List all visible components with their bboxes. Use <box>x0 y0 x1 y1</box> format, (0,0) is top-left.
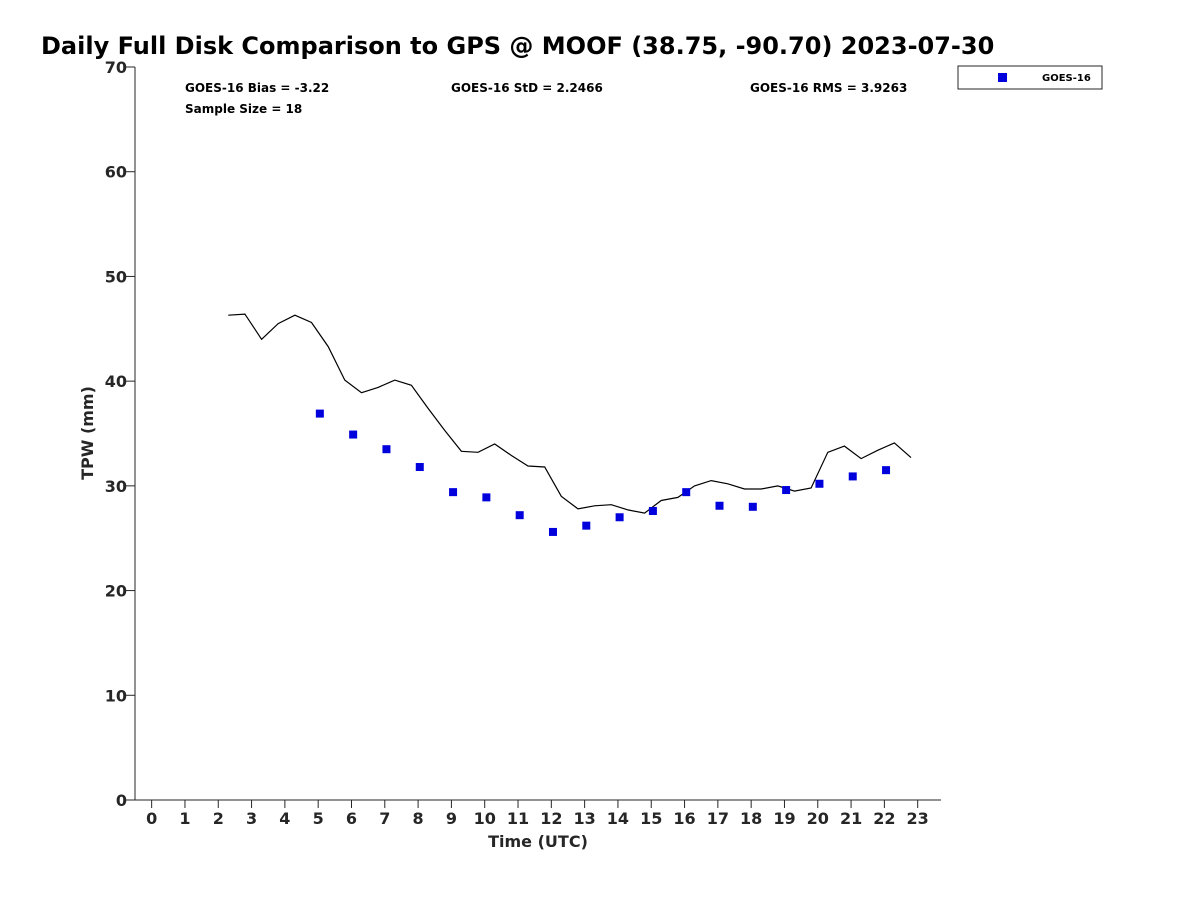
goes16-point <box>349 430 358 439</box>
goes16-point <box>848 472 857 481</box>
goes16-point <box>582 521 591 530</box>
y-tick-label: 70 <box>105 58 127 77</box>
goes16-point <box>449 488 458 497</box>
bias-stat: GOES-16 Bias = -3.22 <box>185 81 329 95</box>
x-tick-label: 23 <box>907 809 929 828</box>
x-tick-label: 15 <box>640 809 662 828</box>
x-tick-label: 16 <box>673 809 695 828</box>
y-axis-ticks: 0 10 20 30 40 50 60 70 <box>105 58 135 810</box>
goes16-point <box>748 502 757 511</box>
x-tick-label: 4 <box>279 809 290 828</box>
x-tick-label: 8 <box>413 809 424 828</box>
x-axis-ticks: 0 1 2 3 4 5 6 7 8 9 10 11 12 13 14 15 16 17 18 19 20 21 22 23 <box>146 800 929 828</box>
y-axis-label: TPW (mm) <box>78 386 97 480</box>
goes16-points-layer <box>315 409 891 536</box>
x-tick-label: 9 <box>446 809 457 828</box>
y-tick-label: 50 <box>105 267 127 286</box>
goes16-point <box>315 409 324 418</box>
goes16-point <box>615 513 624 522</box>
sample-size-stat: Sample Size = 18 <box>185 102 302 116</box>
x-tick-label: 6 <box>346 809 357 828</box>
x-tick-label: 12 <box>540 809 562 828</box>
legend: GOES-16 <box>957 65 1103 90</box>
goes16-point <box>515 511 524 520</box>
x-tick-label: 22 <box>873 809 895 828</box>
x-tick-label: 10 <box>474 809 496 828</box>
rms-stat: GOES-16 RMS = 3.9263 <box>750 81 907 95</box>
x-tick-label: 17 <box>707 809 729 828</box>
y-tick-label: 0 <box>116 791 127 810</box>
goes16-point <box>382 445 391 454</box>
x-tick-label: 11 <box>507 809 529 828</box>
x-tick-label: 7 <box>379 809 390 828</box>
x-tick-label: 19 <box>773 809 795 828</box>
x-tick-label: 14 <box>607 809 629 828</box>
std-stat: GOES-16 StD = 2.2466 <box>451 81 603 95</box>
x-tick-label: 5 <box>313 809 324 828</box>
y-tick-label: 40 <box>105 372 127 391</box>
legend-goes16-marker <box>998 73 1007 82</box>
axes <box>134 67 941 801</box>
goes16-point <box>782 486 791 495</box>
goes16-point <box>548 527 557 536</box>
x-tick-label: 20 <box>807 809 829 828</box>
goes16-point <box>415 463 424 472</box>
goes16-point <box>815 479 824 488</box>
gps-tpw-line <box>228 313 912 514</box>
x-tick-label: 18 <box>740 809 762 828</box>
y-tick-label: 10 <box>105 686 127 705</box>
x-tick-label: 21 <box>840 809 862 828</box>
y-tick-label: 60 <box>105 163 127 182</box>
x-tick-label: 0 <box>146 809 157 828</box>
y-tick-label: 20 <box>105 582 127 601</box>
goes16-point <box>882 466 891 475</box>
x-tick-label: 13 <box>573 809 595 828</box>
y-tick-label: 30 <box>105 477 127 496</box>
x-axis-label: Time (UTC) <box>488 832 588 851</box>
legend-goes16-label: GOES-16 <box>1042 73 1091 84</box>
goes16-point <box>682 488 691 497</box>
x-tick-label: 3 <box>246 809 257 828</box>
chart-title: Daily Full Disk Comparison to GPS @ MOOF… <box>41 32 994 60</box>
legend-box <box>957 65 1103 90</box>
goes16-point <box>648 506 657 515</box>
gps-tpw-line-layer <box>228 313 912 514</box>
x-tick-label: 1 <box>179 809 190 828</box>
goes16-point <box>482 493 491 502</box>
goes16-point <box>715 501 724 510</box>
x-tick-label: 2 <box>213 809 224 828</box>
